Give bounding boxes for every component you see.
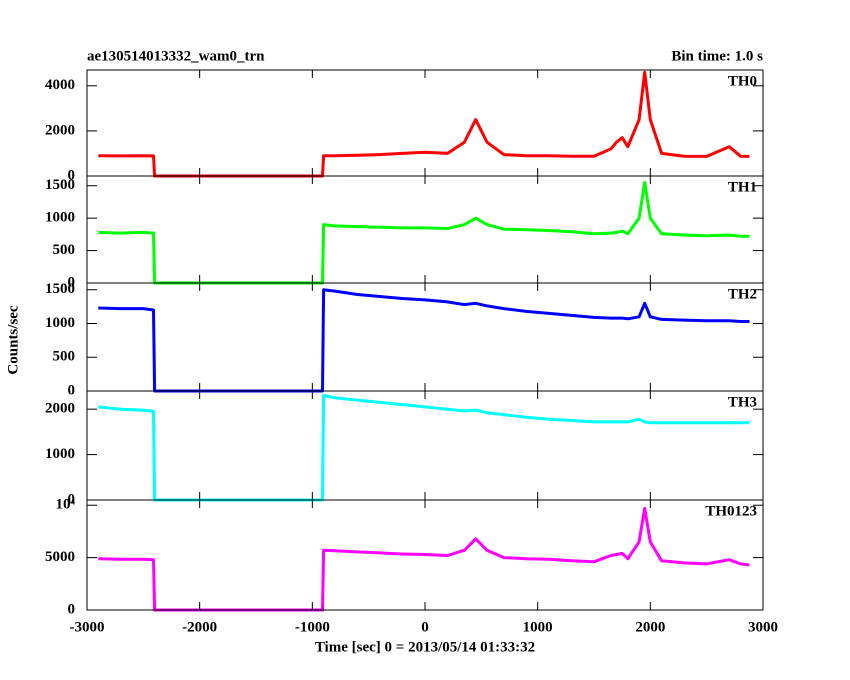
y-tick-label: 1000 [45, 446, 75, 462]
y-tick-label: 1000 [45, 315, 75, 331]
y-tick-label: 10⁴ [56, 497, 76, 513]
panel-frame [86, 175, 764, 284]
y-axis-label: Counts/sec [5, 305, 21, 375]
y-tick-label: 5000 [45, 549, 75, 565]
x-tick-label: 0 [421, 619, 429, 635]
light-curve [98, 394, 750, 502]
y-tick-label: 0 [68, 167, 76, 183]
panel-frame [86, 69, 764, 177]
light-curve [98, 70, 750, 178]
y-tick-label: 4000 [45, 77, 75, 93]
y-tick-label: 1000 [45, 210, 75, 226]
y-tick-label: 0 [68, 491, 76, 507]
panel-label: TH0123 [705, 503, 757, 519]
x-tick-label: 3000 [748, 619, 778, 635]
y-tick-label: 1500 [45, 177, 75, 193]
light-curve [98, 181, 750, 285]
x-tick-label: -3000 [70, 619, 105, 635]
chart-title: ae130514013332_wam0_trn [87, 48, 265, 64]
x-tick-label: 1000 [523, 619, 553, 635]
y-tick-label: 0 [68, 601, 76, 617]
bin-time: Bin time: 1.0 s [671, 48, 763, 64]
panel-label: TH1 [728, 179, 757, 195]
y-tick-label: 2000 [45, 122, 75, 138]
panel-label: TH2 [728, 286, 757, 302]
light-curve [98, 288, 750, 393]
light-curve [98, 506, 750, 612]
y-tick-label: 1500 [45, 281, 75, 297]
y-tick-label: 500 [53, 349, 76, 365]
y-tick-label: 500 [53, 242, 76, 258]
y-tick-label: 0 [68, 382, 76, 398]
x-axis-label: Time [sec] 0 = 2013/05/14 01:33:32 [315, 639, 535, 655]
x-tick-label: 2000 [635, 619, 665, 635]
y-tick-label: 2000 [45, 401, 75, 417]
x-tick-label: -1000 [295, 619, 330, 635]
y-tick-label: 0 [68, 274, 76, 290]
x-tick-label: -2000 [182, 619, 217, 635]
panel-label: TH3 [728, 394, 757, 410]
panel-label: TH0 [728, 73, 757, 89]
